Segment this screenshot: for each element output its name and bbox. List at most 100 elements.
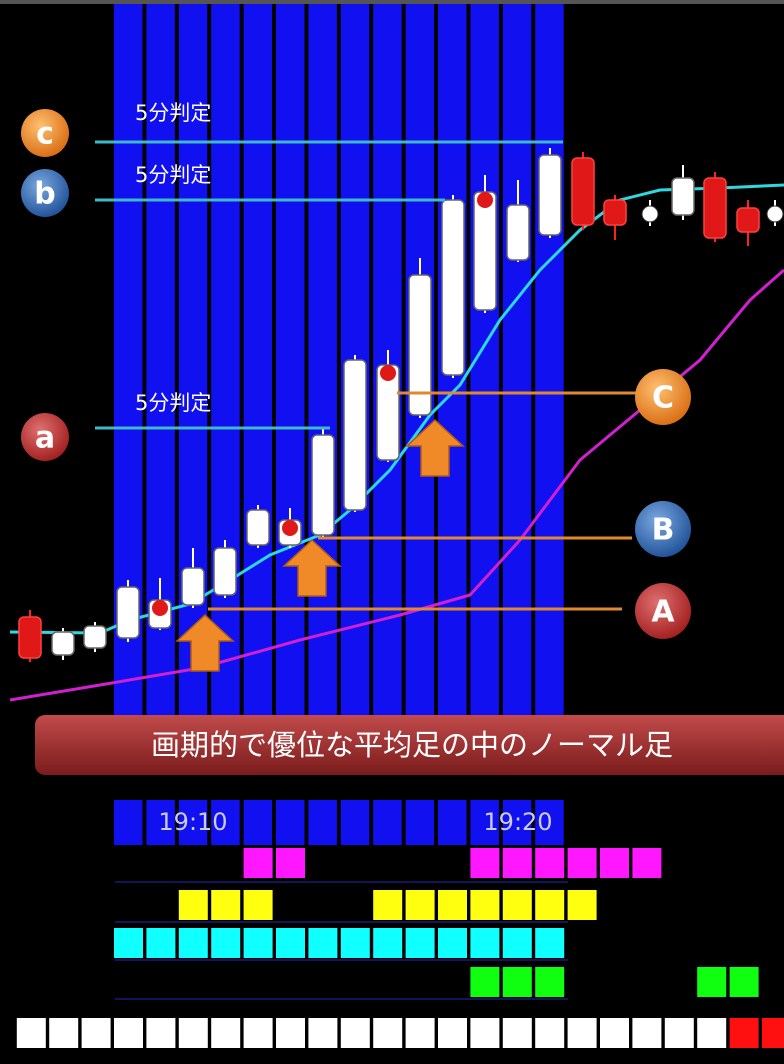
indicator-cell: [535, 890, 565, 920]
banner-text: 画期的で優位な平均足の中のノーマル足: [151, 728, 673, 762]
moving-average-slow: [9, 268, 784, 702]
indicator-cell: [470, 890, 500, 920]
candle-body: [408, 274, 432, 416]
time-cell: [438, 800, 467, 845]
entry-label: B: [652, 513, 675, 548]
candle-body: [441, 199, 465, 376]
indicator-cell: [470, 1018, 500, 1048]
judge-label: 5分判定: [135, 391, 211, 415]
time-cell: [340, 800, 370, 845]
indicator-cell: [308, 1018, 338, 1048]
time-cell: [276, 800, 305, 845]
time-cell: [308, 800, 337, 845]
indicator-cell: [276, 1018, 305, 1048]
time-cell: [405, 800, 435, 845]
time-cell: [373, 800, 402, 845]
blue-column: [502, 4, 532, 715]
indicator-cell: [438, 928, 467, 958]
time-cell: [243, 800, 273, 845]
entry-lines: [208, 391, 640, 611]
top-border: [0, 0, 784, 4]
candle-body: [736, 207, 760, 233]
candle-body: [246, 509, 270, 546]
marker-circle: [21, 413, 69, 461]
marker-label: b: [34, 177, 55, 212]
indicator-cell: [146, 928, 176, 958]
indicator-cell: [16, 1018, 46, 1048]
candle-body: [766, 205, 784, 223]
time-label: 19:20: [483, 808, 552, 836]
indicator-cell: [373, 890, 403, 920]
indicator-cell: [340, 1018, 370, 1048]
candle-dot: [282, 520, 298, 536]
candle-body: [51, 631, 75, 656]
indicator-cell: [762, 1018, 784, 1048]
indicator-cell: [535, 848, 565, 878]
blue-column: [243, 4, 273, 715]
time-cell: [146, 800, 175, 845]
candle-body: [571, 157, 595, 226]
indicator-cell: [211, 890, 241, 920]
indicator-cell: [308, 928, 338, 958]
banner: [35, 715, 784, 775]
indicator-cell: [664, 1018, 694, 1048]
indicator-cell: [211, 1018, 241, 1048]
candle-dot: [152, 600, 168, 616]
marker-circle: [21, 169, 69, 217]
indicator-cell: [567, 848, 597, 878]
indicator-cell: [178, 890, 208, 920]
indicator-cell: [146, 1018, 176, 1048]
entry-label: C: [652, 381, 674, 416]
indicator-rows: [16, 848, 784, 1048]
indicator-cell: [373, 928, 403, 958]
indicator-cell: [114, 1018, 143, 1048]
indicator-cell: [567, 1018, 597, 1048]
indicator-cell: [470, 928, 500, 958]
candle-body: [311, 434, 335, 536]
time-cell: [114, 800, 143, 845]
candle-body: [538, 154, 562, 236]
indicator-cell: [470, 967, 500, 997]
indicator-cell: [438, 1018, 467, 1048]
indicator-cell: [178, 1018, 208, 1048]
indicator-cell: [405, 928, 435, 958]
time-cell: [502, 800, 532, 845]
entry-arrows: [175, 418, 465, 672]
indicator-cell: [211, 928, 241, 958]
indicator-cell: [243, 928, 273, 958]
indicator-cell: [729, 1018, 759, 1048]
indicator-cell: [632, 848, 662, 878]
indicator-cell: [340, 928, 370, 958]
indicator-cell: [600, 1018, 629, 1048]
indicator-cell: [632, 1018, 662, 1048]
candle-body: [703, 177, 727, 239]
up-arrow: [405, 418, 465, 477]
candle-body: [116, 586, 140, 639]
entry-circle: [635, 583, 691, 639]
indicator-cell: [438, 890, 467, 920]
marker-label: a: [35, 421, 55, 456]
candle-body: [473, 191, 497, 311]
indicator-cell: [276, 928, 305, 958]
time-cell: [535, 800, 564, 845]
time-row: [114, 800, 564, 845]
candle-dot: [477, 192, 493, 208]
candle-body: [181, 567, 205, 606]
candle-dot: [380, 365, 396, 381]
entry-circle: [635, 501, 691, 557]
up-arrow: [282, 538, 342, 597]
judge-label: 5分判定: [135, 101, 211, 125]
indicator-cell: [81, 1018, 111, 1048]
candle-body: [506, 204, 530, 261]
judge-label: 5分判定: [135, 163, 211, 187]
indicator-cell: [276, 848, 305, 878]
candle-body: [343, 359, 367, 511]
indicator-cell: [535, 928, 565, 958]
indicator-cell: [567, 890, 597, 920]
indicator-cell: [114, 928, 143, 958]
indicator-cell: [502, 928, 532, 958]
candles: [18, 148, 784, 662]
indicator-cell: [178, 928, 208, 958]
judge-lines: [95, 140, 563, 430]
